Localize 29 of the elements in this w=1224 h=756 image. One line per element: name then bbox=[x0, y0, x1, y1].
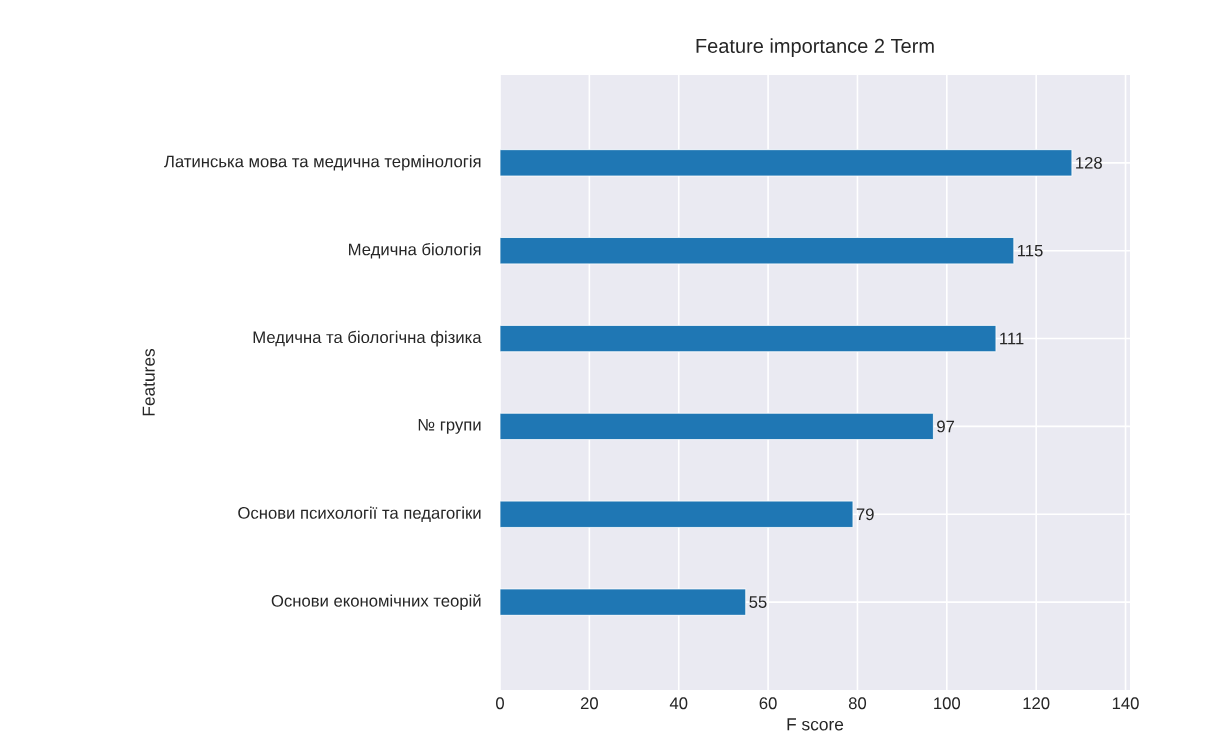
data-label: 128 bbox=[1076, 156, 1102, 169]
x-tick-label: 40 bbox=[669, 697, 688, 710]
y-tick-label: Латинська мова та медична термінологія bbox=[164, 155, 481, 171]
data-label: 79 bbox=[856, 508, 874, 521]
data-label: 111 bbox=[1000, 332, 1024, 345]
bar bbox=[500, 588, 747, 616]
bar bbox=[500, 412, 934, 440]
y-tick-label: Медична біологія bbox=[349, 242, 481, 259]
data-label: 97 bbox=[937, 420, 955, 433]
y-axis-title: Features bbox=[142, 348, 155, 416]
x-tick-label: 60 bbox=[759, 697, 777, 710]
data-label: 55 bbox=[749, 596, 767, 608]
x-tick-label: 20 bbox=[580, 697, 598, 710]
x-axis-title: F score bbox=[787, 718, 844, 731]
bar bbox=[500, 149, 1073, 177]
y-tick-label: № групи bbox=[418, 418, 481, 434]
bar bbox=[500, 237, 1015, 265]
data-label: 115 bbox=[1018, 244, 1043, 257]
x-tick-label: 0 bbox=[496, 697, 504, 710]
y-tick-label: Основи психології та педагогіки bbox=[238, 506, 481, 522]
x-tick-label: 100 bbox=[934, 697, 961, 710]
bar bbox=[500, 324, 997, 353]
y-tick-label: Основи економічних теорій bbox=[271, 594, 481, 611]
x-tick-label: 120 bbox=[1023, 697, 1050, 710]
bar bbox=[500, 500, 854, 528]
y-tick-label: Медична та біологічна фізика bbox=[253, 330, 482, 347]
x-tick-label: 140 bbox=[1112, 697, 1139, 710]
x-tick-label: 80 bbox=[848, 697, 867, 710]
chart-title: Feature importance 2 Term bbox=[696, 38, 934, 57]
